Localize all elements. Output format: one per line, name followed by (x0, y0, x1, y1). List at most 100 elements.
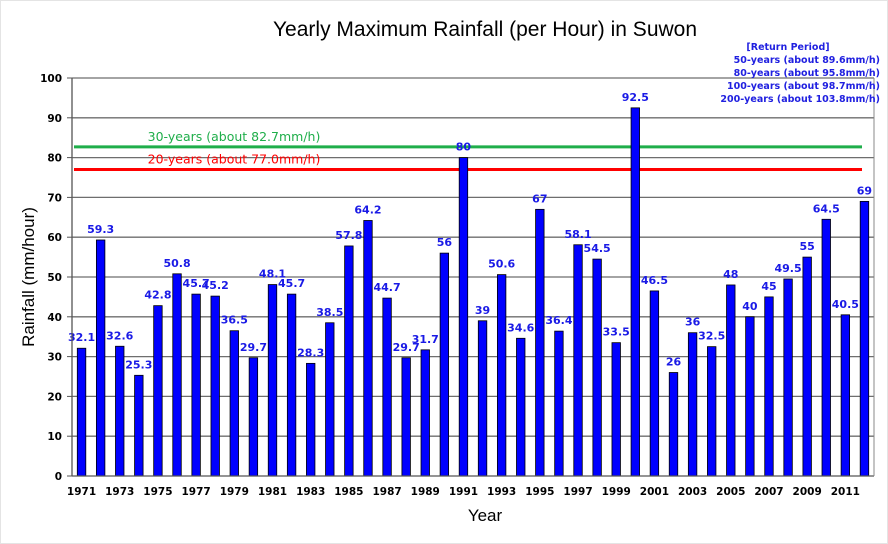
x-tick-label: 2003 (678, 486, 707, 498)
bar (76, 347, 87, 477)
y-tick-label: 50 (47, 272, 62, 284)
y-tick-label: 60 (47, 232, 62, 244)
bar (745, 316, 755, 477)
data-label: 64.5 (813, 202, 840, 215)
x-tick-label: 1995 (525, 486, 554, 498)
data-label: 36.5 (221, 314, 248, 327)
bars (76, 107, 870, 477)
x-tick-label: 1993 (487, 486, 516, 498)
data-label: 48 (723, 268, 738, 281)
x-tick-label: 1985 (334, 486, 363, 498)
y-tick-label: 10 (47, 431, 62, 443)
bar (306, 362, 316, 477)
bar (859, 200, 870, 477)
data-label: 55 (800, 240, 815, 253)
data-label: 29.7 (393, 341, 420, 354)
data-label: 45.7 (278, 277, 305, 290)
x-tick-label: 1989 (411, 486, 440, 498)
x-tick-label: 2011 (831, 486, 860, 498)
bar (821, 218, 831, 477)
data-label: 39 (475, 304, 490, 317)
x-tick-label: 1977 (182, 486, 211, 498)
data-label: 26 (666, 356, 682, 369)
data-label: 32.6 (106, 329, 133, 342)
reference-line-label: 20-years (about 77.0mm/h) (148, 152, 321, 167)
bar (783, 278, 793, 477)
reference-line-label: 30-years (about 82.7mm/h) (148, 129, 321, 144)
chart-title: Yearly Maximum Rainfall (per Hour) in Su… (273, 18, 697, 41)
data-label: 45.2 (202, 279, 229, 292)
x-tick-label: 1971 (67, 486, 96, 498)
data-label: 50.8 (163, 257, 190, 270)
x-tick-label: 1981 (258, 486, 287, 498)
y-axis-label: Rainfall (mm/hour) (19, 207, 38, 347)
data-label: 46.5 (641, 274, 668, 287)
bar (516, 337, 526, 477)
data-label: 48.1 (259, 268, 286, 281)
data-label: 92.5 (622, 91, 649, 104)
x-tick-labels: 1971 1973 1975 1977 1979 1981 1983 1985 1987 1989… (67, 486, 860, 498)
bar (229, 330, 239, 477)
bar (573, 244, 583, 477)
x-tick-label: 1973 (105, 486, 134, 498)
bar (401, 357, 411, 477)
data-label: 56 (437, 236, 453, 249)
data-label: 50.6 (488, 258, 515, 271)
bar (172, 273, 182, 477)
bar (649, 290, 660, 477)
y-tick-label: 70 (47, 192, 62, 204)
bar (153, 305, 163, 477)
x-tick-label: 1997 (563, 486, 592, 498)
data-label: 45 (761, 280, 776, 293)
bar (286, 293, 297, 477)
data-label: 44.7 (374, 281, 401, 294)
x-tick-label: 2001 (640, 486, 669, 498)
return-period-line: 200-years (about 103.8mm/h) (720, 94, 880, 105)
return-period-line: 100-years (about 98.7mm/h) (727, 81, 880, 92)
bar (802, 256, 812, 477)
bar (707, 346, 717, 477)
x-tick-label: 1975 (143, 486, 172, 498)
x-axis-label: Year (468, 506, 503, 525)
bar (764, 296, 774, 477)
data-label: 28.3 (297, 346, 324, 359)
y-tick-label: 90 (47, 113, 62, 125)
y-tick-label: 20 (47, 391, 62, 403)
data-label: 36 (685, 316, 701, 329)
bar (325, 322, 335, 477)
y-tick-label: 0 (55, 471, 62, 483)
data-label: 32.5 (698, 330, 725, 343)
data-label: 45.7 (183, 277, 210, 290)
bar (726, 284, 736, 477)
bar (191, 293, 201, 477)
bar (248, 357, 259, 477)
data-label: 69 (857, 184, 872, 197)
data-label: 54.5 (584, 242, 611, 255)
bar (458, 157, 469, 477)
x-tick-label: 2007 (754, 486, 783, 498)
bar (840, 314, 851, 477)
x-tick-label: 2005 (716, 486, 745, 498)
bar (630, 107, 640, 477)
data-label: 58.1 (564, 228, 591, 241)
data-label: 67 (532, 192, 547, 205)
bar (477, 320, 488, 477)
data-label: 29.7 (240, 341, 267, 354)
bar (363, 220, 373, 477)
bar (668, 372, 679, 477)
x-tick-label: 2009 (793, 486, 822, 498)
data-labels: 32.159.332.625.342.850.845.745.236.529.7… (68, 91, 872, 371)
bar (611, 342, 621, 477)
x-tick-label: 1987 (372, 486, 401, 498)
x-tick-label: 1983 (296, 486, 325, 498)
bar (210, 295, 220, 477)
x-tick-label: 1979 (220, 486, 249, 498)
data-label: 31.7 (412, 333, 439, 346)
y-tick-label: 80 (47, 153, 62, 165)
bar (115, 345, 125, 477)
bar (95, 239, 106, 477)
data-label: 40.5 (832, 298, 859, 311)
return-period-title: [Return Period] (746, 42, 829, 53)
bar (382, 297, 392, 477)
